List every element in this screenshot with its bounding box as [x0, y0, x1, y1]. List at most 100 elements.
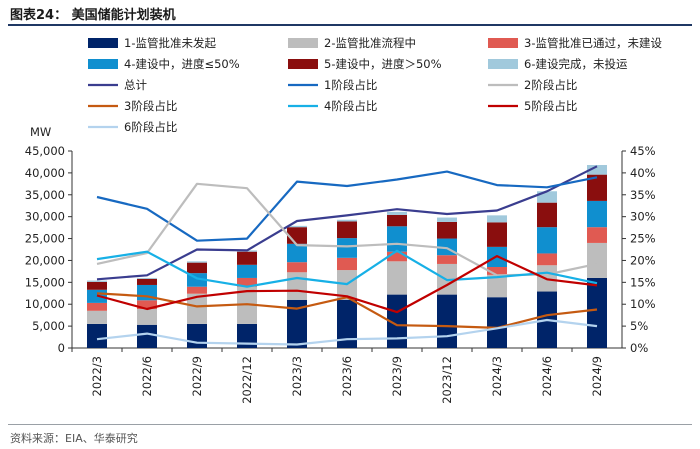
y2-tick-label: 15% — [630, 275, 656, 289]
bar-s5-2022/3 — [87, 281, 107, 290]
bar-s6-2023/6 — [337, 219, 357, 222]
x-tick-label: 2023/3 — [290, 356, 304, 396]
bar-s2-2024/9 — [587, 242, 607, 278]
bar-s6-2023/3 — [287, 225, 307, 228]
source-divider — [8, 424, 692, 425]
bar-s4-2022/12 — [237, 264, 257, 278]
y-tick-label: 10,000 — [25, 297, 65, 311]
bar-s1-2024/3 — [487, 297, 507, 348]
x-tick-label: 2022/9 — [190, 356, 204, 396]
x-tick-label: 2023/12 — [440, 356, 454, 404]
legend-line-total-label: 总计 — [124, 78, 147, 92]
bar-s4-2023/9 — [387, 226, 407, 252]
line-total — [96, 165, 598, 281]
bar-s4-2023/6 — [337, 238, 357, 258]
x-tick-label: 2023/6 — [340, 356, 354, 396]
y-tick-label: 20,000 — [25, 253, 65, 267]
bar-s6-2022/6 — [137, 277, 157, 279]
bar-s6-2022/9 — [187, 261, 207, 263]
bar-s5-2022/12 — [237, 251, 257, 265]
bar-s6-2024/3 — [487, 215, 507, 223]
legend-bar-4-swatch — [88, 59, 118, 69]
bar-s4-2024/6 — [537, 227, 557, 254]
bar-s3-2024/6 — [537, 253, 557, 266]
x-tick-label: 2024/6 — [540, 356, 554, 396]
legend-bar-1-label: 1-监管批准未发起 — [124, 36, 216, 50]
y2-tick-label: 30% — [630, 210, 656, 224]
bar-s5-2022/6 — [137, 278, 157, 285]
chart-legend: 1-监管批准未发起 2-监管批准流程中 3-监管批准已通过，未建设 4-建设中，进度≤… — [88, 36, 662, 134]
line-stage5-share — [96, 255, 598, 314]
x-tick-label: 2024/3 — [490, 356, 504, 396]
bar-s6-2023/9 — [387, 211, 407, 215]
bar-s6-2024/6 — [537, 191, 557, 203]
bar-s3-2023/12 — [437, 255, 457, 264]
bar-s2-2023/9 — [387, 261, 407, 295]
bar-s3-2024/9 — [587, 227, 607, 243]
bar-s1-2023/9 — [387, 294, 407, 348]
bar-s1-2023/3 — [287, 299, 307, 348]
figure-source: 资料来源：EIA、华泰研究 — [10, 432, 138, 445]
bar-s4-2023/3 — [287, 243, 307, 263]
y-tick-label: 25,000 — [25, 232, 65, 246]
legend-line-stage2-label: 2阶段占比 — [524, 78, 577, 92]
y-tick-label: 30,000 — [25, 210, 65, 224]
y2-tick-label: 45% — [630, 144, 656, 158]
y2-tick-label: 0% — [630, 341, 648, 355]
bar-s4-2024/9 — [587, 200, 607, 228]
x-tick-label: 2022/3 — [90, 356, 104, 396]
legend-bar-1-swatch — [88, 38, 118, 48]
bar-s3-2023/6 — [337, 257, 357, 271]
x-tick-label: 2024/9 — [590, 356, 604, 396]
bar-s3-2022/9 — [187, 286, 207, 294]
bar-s6-2023/12 — [437, 217, 457, 222]
y-tick-label: 15,000 — [25, 275, 65, 289]
bar-s3-2022/12 — [237, 277, 257, 287]
bar-s3-2024/3 — [487, 267, 507, 275]
bar-s1-2022/6 — [137, 324, 157, 348]
bar-s3-2022/3 — [87, 302, 107, 311]
x-tick-label: 2023/9 — [390, 356, 404, 396]
legend-bar-6-swatch — [488, 59, 518, 69]
legend-line-stage4-label: 4阶段占比 — [324, 99, 377, 113]
y-tick-label: 45,000 — [25, 144, 65, 158]
y-tick-label: 5,000 — [32, 319, 65, 333]
legend-bar-3-label: 3-监管批准已通过，未建设 — [524, 36, 662, 50]
legend-line-stage1-label: 1阶段占比 — [324, 78, 377, 92]
tick-labels: 0 5,000 10,000 15,000 20,000 25,000 30,000 35,0… — [25, 144, 656, 404]
bar-s2-2022/12 — [237, 286, 257, 324]
legend-bar-2-swatch — [288, 38, 318, 48]
y2-tick-label: 10% — [630, 297, 656, 311]
bar-s2-2022/3 — [87, 310, 107, 324]
x-tick-label: 2022/6 — [140, 356, 154, 396]
bar-s5-2024/9 — [587, 174, 607, 201]
y2-tick-label: 35% — [630, 188, 656, 202]
bar-s5-2023/9 — [387, 214, 407, 227]
figure-title: 图表24： 美国储能计划装机 — [10, 8, 176, 23]
legend-line-stage6-label: 6阶段占比 — [124, 120, 177, 134]
title-divider — [8, 24, 692, 26]
line-stage6-share — [96, 318, 598, 346]
line-series-group — [96, 165, 598, 346]
legend-line-stage3-label: 3阶段占比 — [124, 99, 177, 113]
bar-s1-2023/12 — [437, 294, 457, 348]
bar-s3-2022/6 — [137, 300, 157, 310]
bar-s5-2024/3 — [487, 222, 507, 247]
y2-tick-label: 20% — [630, 253, 656, 267]
bar-s1-2022/3 — [87, 323, 107, 348]
y-tick-label: 0 — [58, 341, 65, 355]
legend-bar-6-label: 6-建设完成，未投运 — [524, 57, 628, 71]
y2-tick-label: 5% — [630, 319, 648, 333]
bar-s5-2022/9 — [187, 262, 207, 274]
bar-s1-2023/6 — [337, 299, 357, 348]
bar-s1-2024/9 — [587, 277, 607, 348]
bar-s6-2024/9 — [587, 165, 607, 175]
y-tick-label: 40,000 — [25, 166, 65, 180]
bar-s2-2023/3 — [287, 272, 307, 300]
bar-s6-2022/3 — [87, 280, 107, 282]
y2-tick-label: 25% — [630, 232, 656, 246]
bar-s5-2024/6 — [537, 202, 557, 228]
bar-s2-2024/3 — [487, 274, 507, 298]
bar-s5-2023/12 — [437, 221, 457, 239]
